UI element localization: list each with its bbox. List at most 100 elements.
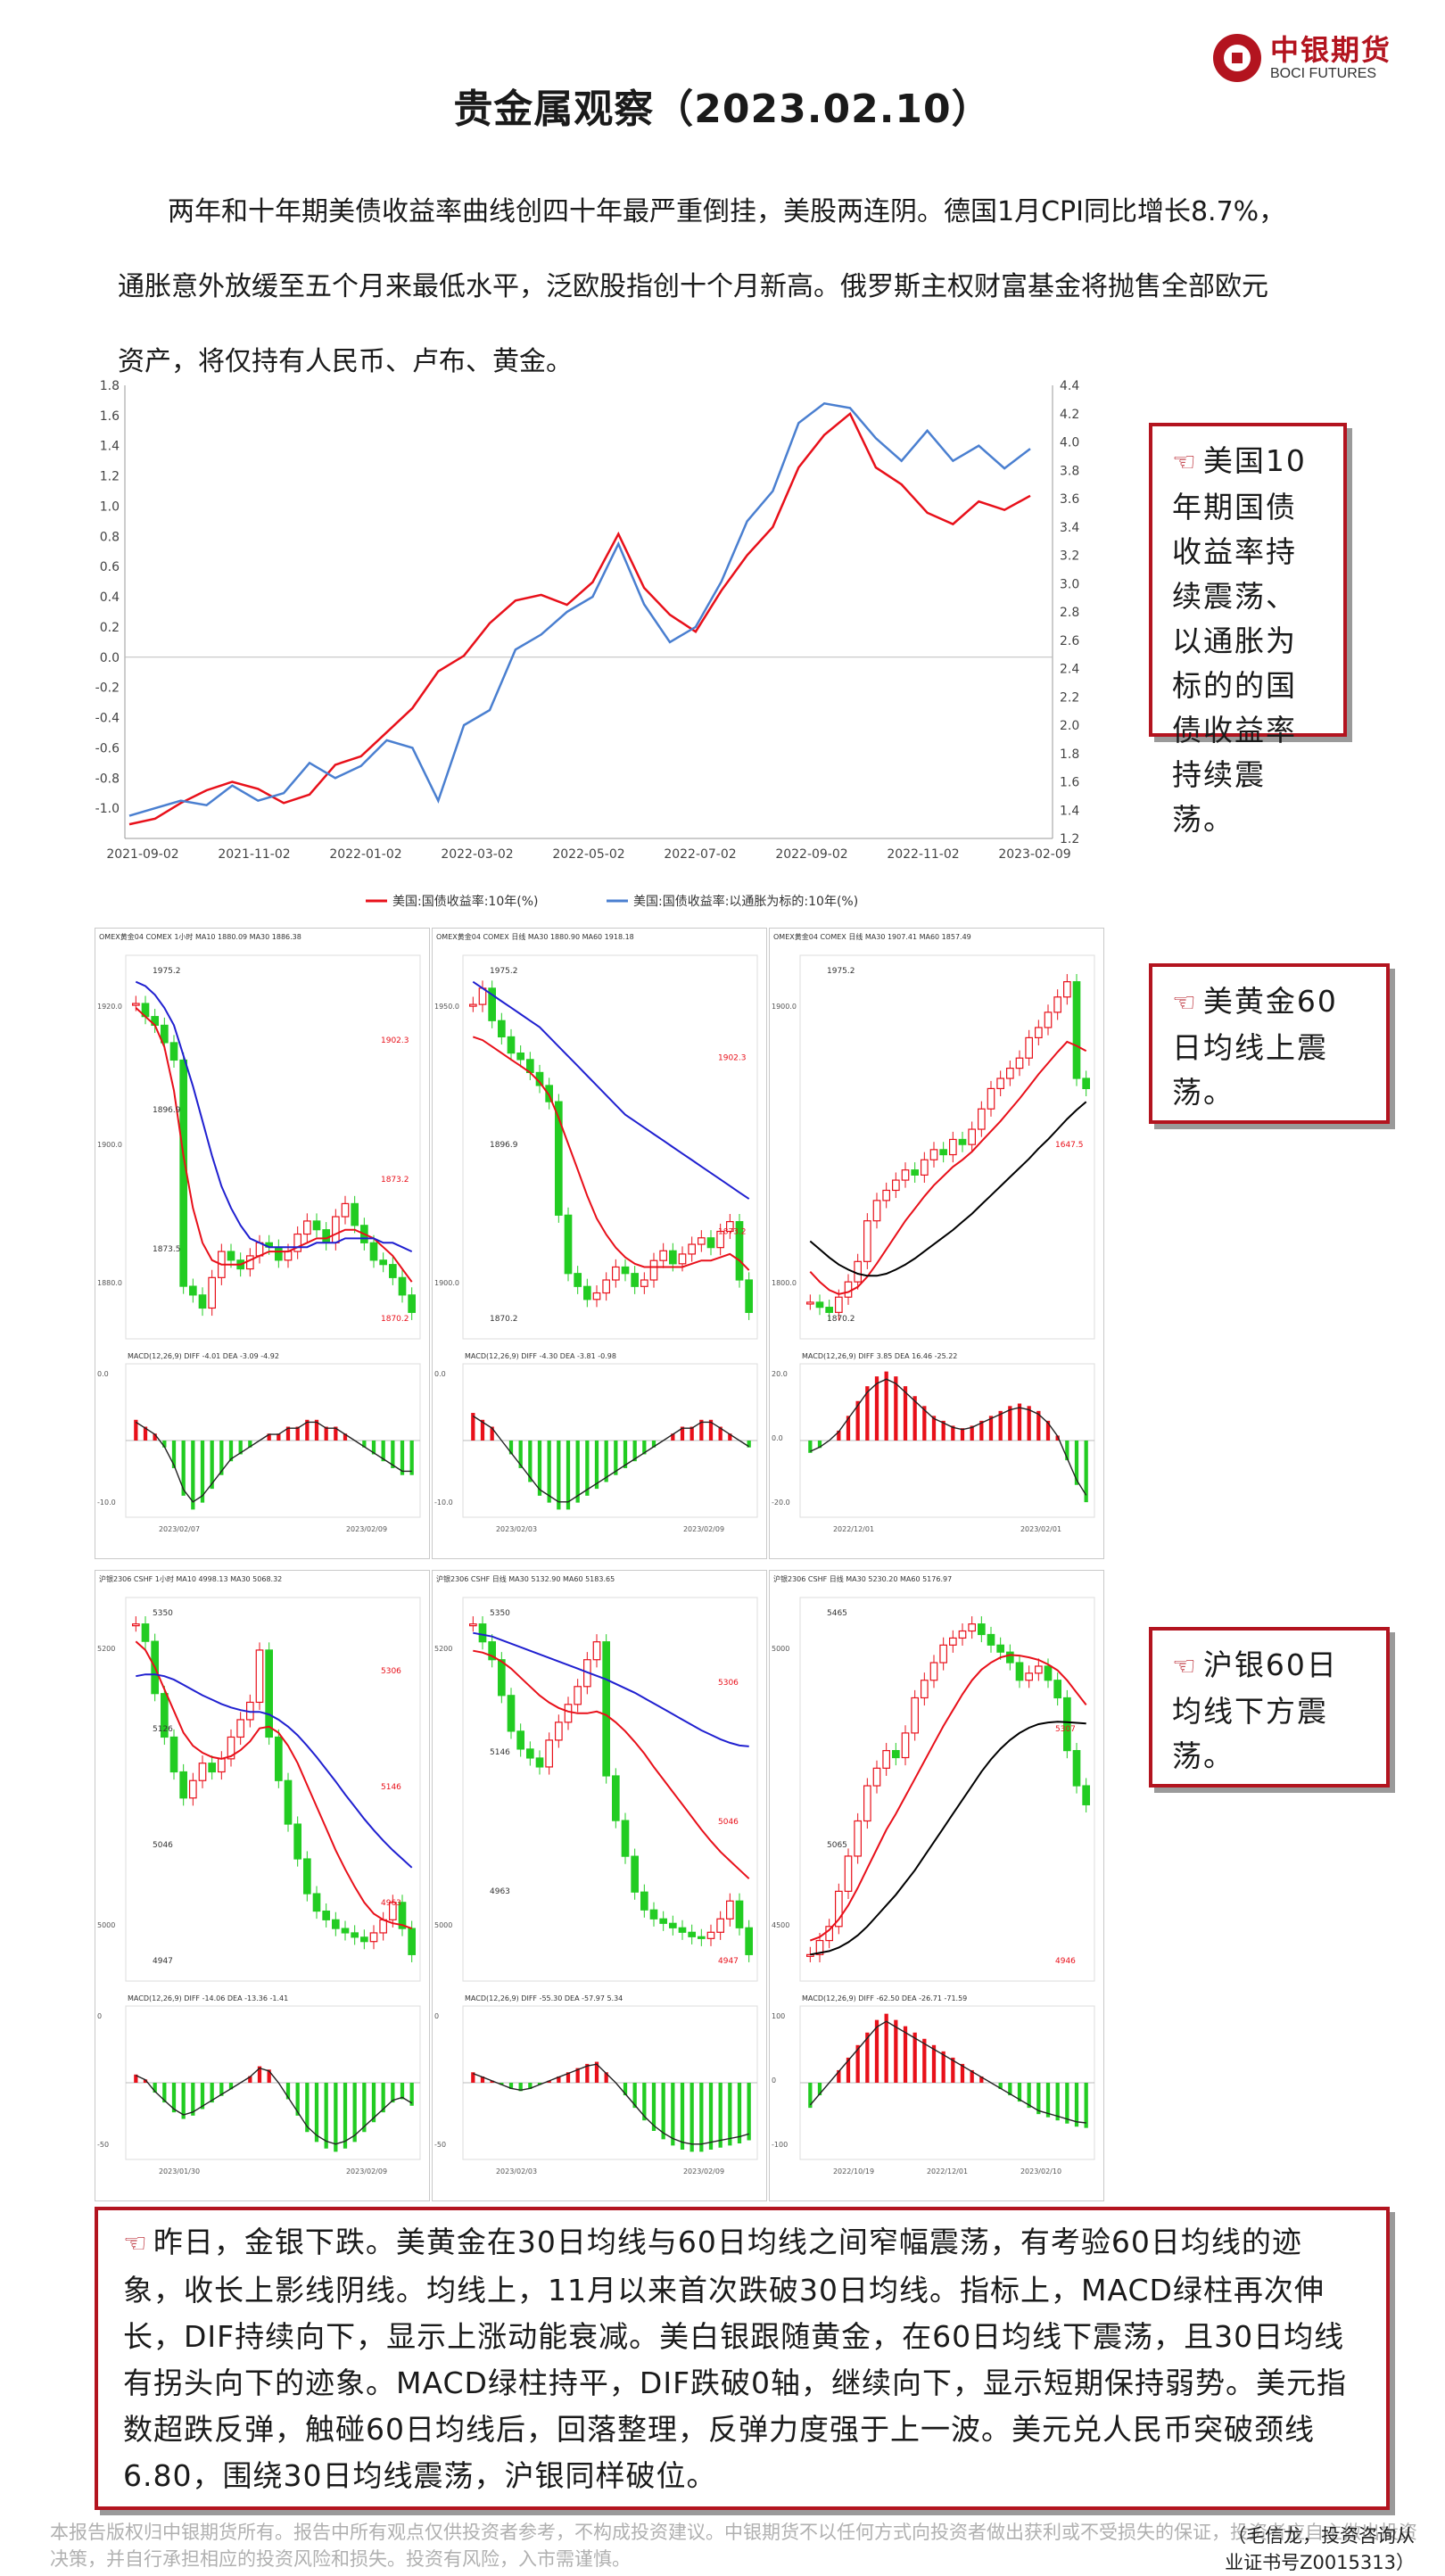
- yield-chart: 1.8 1.6 1.4 1.2 1.0 0.8 0.6 0.4 0.2 0.0 -0.2 -0.4 -0…: [89, 375, 1133, 919]
- candle-body: [188, 1285, 197, 1296]
- candle-body: [688, 1931, 696, 1937]
- y-tick: 1950.0: [434, 1003, 459, 1011]
- candle-body: [227, 1736, 235, 1760]
- y-tick: 5000: [97, 1921, 115, 1929]
- y-left-tick: 0.0: [100, 651, 120, 665]
- candle-body: [169, 1042, 178, 1061]
- pointing-hand-icon: ☜: [1172, 987, 1198, 1019]
- candle-body: [351, 1202, 359, 1226]
- candle-body: [987, 1633, 995, 1646]
- y-right-tick: 1.2: [1060, 832, 1079, 846]
- price-label: 5065: [827, 1841, 847, 1850]
- x-label: 2023/02/09: [346, 2167, 387, 2176]
- x-label: 2022/10/19: [833, 2167, 874, 2176]
- y-left-tick: -0.2: [95, 681, 120, 696]
- gold-annotation: ☜ 美黄金60日均线上震荡。: [1149, 963, 1390, 1124]
- ma-fast-line: [135, 1640, 413, 1930]
- candle-body: [958, 1630, 967, 1639]
- candle-body: [389, 1902, 397, 1920]
- x-label: 2023/02/09: [683, 2167, 724, 2176]
- candle-body: [208, 1276, 217, 1309]
- candle-body: [1063, 1697, 1071, 1752]
- panel-header: 沪银2306 CSHF 日线 MA30 5132.90 MA60 5183.65: [436, 1574, 615, 1583]
- y-right-tick: 4.4: [1060, 379, 1079, 393]
- candle-body: [745, 1927, 753, 1955]
- analyst-name: （毛信龙，投资咨询从: [1227, 2525, 1415, 2547]
- candle-body: [284, 1779, 293, 1825]
- candle-body: [351, 1932, 359, 1938]
- kline-panel-svg: 沪银2306 CSHF 日线 MA30 5132.90 MA60 5183.65…: [434, 1574, 758, 2176]
- macd-tick: 0.0: [772, 1434, 783, 1442]
- price-label: 5126: [153, 1725, 173, 1734]
- y-tick: 5200: [434, 1645, 452, 1653]
- x-label: 2023/02/09: [683, 1525, 724, 1533]
- candle-body: [293, 1823, 302, 1860]
- candle-body: [844, 1281, 853, 1298]
- y-tick: 1900.0: [434, 1279, 459, 1287]
- candle-body: [332, 1919, 340, 1929]
- y-tick: 1880.0: [97, 1279, 122, 1287]
- price-label: 5146: [381, 1783, 401, 1792]
- candle-body: [555, 1721, 563, 1741]
- candle-body: [631, 1855, 640, 1893]
- candle-body: [284, 1251, 293, 1261]
- y-right-tick: 3.4: [1060, 521, 1079, 535]
- candle-body: [649, 1259, 658, 1281]
- candle-body: [921, 1680, 929, 1699]
- price-label: 1870.2: [381, 1315, 409, 1324]
- silver-annotation: ☜ 沪银60日均线下方震荡。: [1149, 1627, 1390, 1788]
- dif-line: [473, 2063, 749, 2145]
- y-tick: 5200: [97, 1645, 115, 1653]
- candle-body: [968, 1128, 977, 1145]
- candle-body: [545, 1085, 554, 1102]
- candle-body: [921, 1159, 929, 1176]
- macd-tick: -50: [97, 2141, 109, 2149]
- candle-body: [141, 1623, 150, 1642]
- dif-line: [810, 1378, 1087, 1496]
- kline-panel: 沪银2306 CSHF 1小时 MA10 4998.13 MA30 5068.3…: [95, 1570, 430, 2201]
- pointing-hand-icon: ☜: [1172, 447, 1198, 478]
- price-frame: [462, 1597, 758, 1982]
- candle-body: [834, 1296, 843, 1313]
- candle-body: [379, 1259, 387, 1266]
- candle-body: [669, 1922, 677, 1928]
- price-label: 1902.3: [381, 1036, 409, 1045]
- macd-tick: -50: [434, 2141, 446, 2149]
- candle-body: [726, 1220, 734, 1233]
- candle-body: [735, 1220, 744, 1281]
- pointing-hand-icon: ☜: [1172, 1651, 1198, 1682]
- candle-body: [1072, 981, 1081, 1079]
- summary-line-1: 两年和十年期美债收益率曲线创四十年最严重倒挂，美股两连阴。德国1月CPI同比增长…: [168, 196, 1286, 227]
- candle-body: [592, 1641, 601, 1661]
- y-right-tick: 1.8: [1060, 747, 1079, 762]
- legend-label: 美国:国债收益率:以通胀为标的:10年(%): [633, 894, 858, 909]
- macd-header: MACD(12,26,9) DIFF -55.30 DEA -57.97 5.3…: [465, 1994, 623, 2002]
- brand-name-en: BOCI FUTURES: [1269, 66, 1377, 81]
- y-left-tick: -0.6: [95, 741, 120, 755]
- yield-chart-svg: 1.8 1.6 1.4 1.2 1.0 0.8 0.6 0.4 0.2 0.0 -0.2 -0.4 -0…: [95, 379, 1080, 909]
- y-left-tick: 1.2: [100, 470, 120, 484]
- kline-panel: OMEX黄金04 COMEX 1小时 MA10 1880.09 MA30 188…: [95, 928, 430, 1559]
- dif-line: [135, 1421, 412, 1503]
- candle-body: [188, 1779, 197, 1799]
- cert-number: 业证书号Z0015313）: [1225, 2552, 1415, 2573]
- analyst-cert: （毛信龙，投资咨询从 业证书号Z0015313）: [1225, 2522, 1415, 2576]
- y-left-tick: 1.8: [100, 379, 120, 393]
- price-label: 5307: [1055, 1725, 1076, 1734]
- y-right-tick: 2.2: [1060, 690, 1079, 705]
- macd-header: MACD(12,26,9) DIFF -62.50 DEA -26.71 -71…: [802, 1994, 967, 2002]
- candle-body: [341, 1202, 350, 1218]
- x-label: 2022/12/01: [833, 1525, 874, 1533]
- ma-fast-line: [473, 1649, 750, 1879]
- candle-body: [863, 1785, 871, 1822]
- kline-panel-svg: OMEX黄金04 COMEX 1小时 MA10 1880.09 MA30 188…: [97, 932, 421, 1533]
- x-label: 2023/02/10: [1020, 2167, 1061, 2176]
- candle-body: [678, 1927, 687, 1933]
- candle-body: [706, 1931, 715, 1939]
- price-frame: [125, 954, 421, 1340]
- candle-body: [669, 1250, 677, 1265]
- y-tick: 1900.0: [772, 1003, 797, 1011]
- candle-body: [322, 1910, 331, 1920]
- series-tips-yield-line: [128, 401, 1031, 817]
- candle-body: [564, 1214, 573, 1275]
